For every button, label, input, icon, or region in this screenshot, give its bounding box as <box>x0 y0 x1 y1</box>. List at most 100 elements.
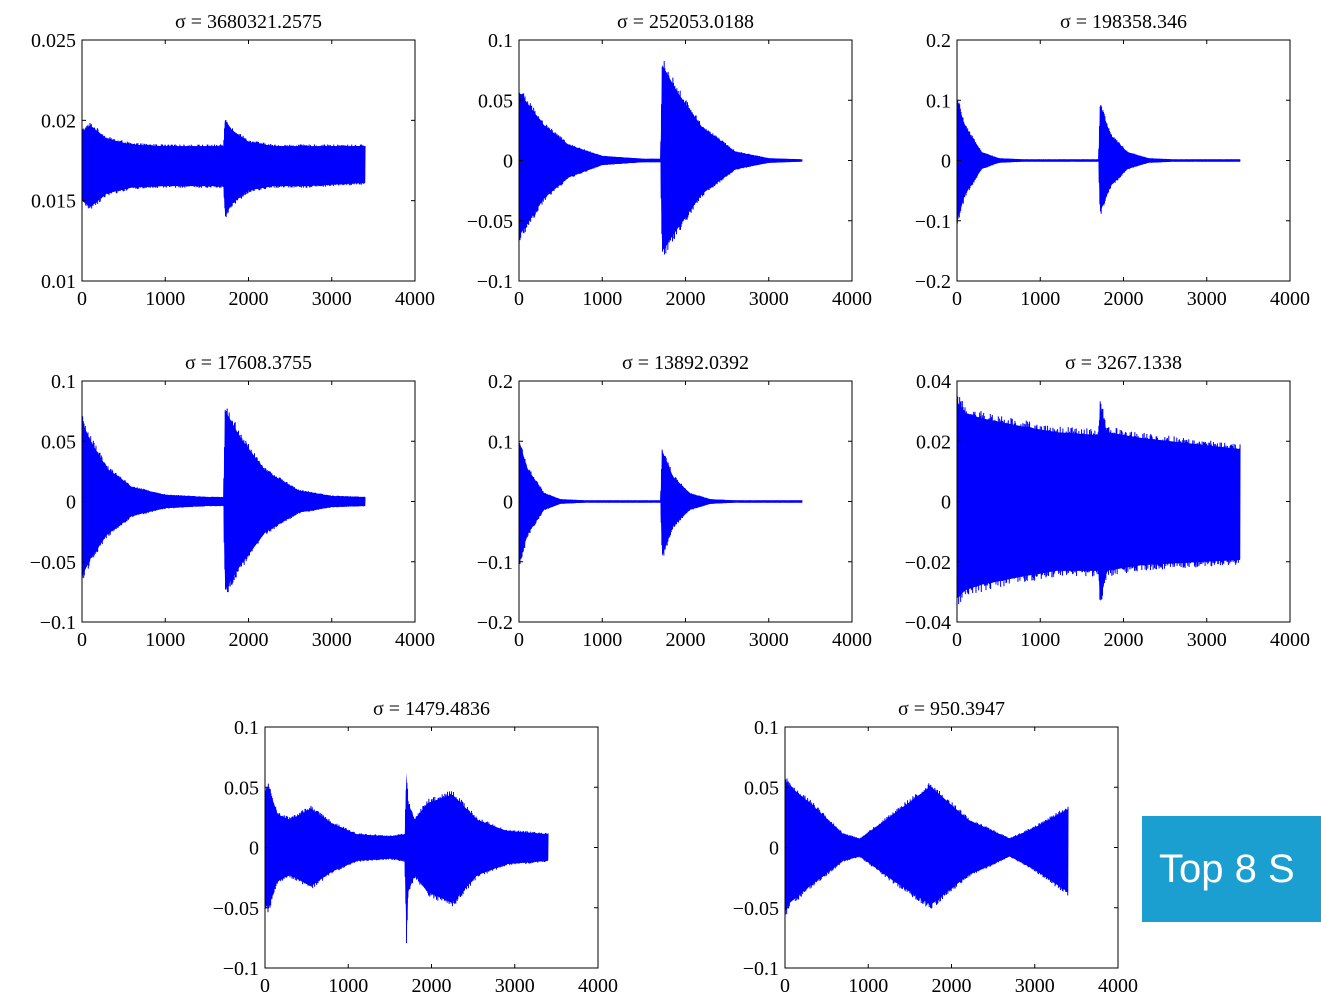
x-tick-label: 4000 <box>395 629 435 651</box>
x-tick-label: 0 <box>780 975 790 995</box>
x-tick-label: 2000 <box>666 629 706 651</box>
y-tick-label: −0.1 <box>915 211 951 233</box>
subplot-title: σ = 17608.3755 <box>185 352 312 374</box>
signal-band-fill <box>82 410 366 591</box>
x-tick-label: 1000 <box>328 975 368 995</box>
y-tick-label: −0.05 <box>733 898 779 920</box>
x-tick-label: 3000 <box>749 629 789 651</box>
subplot-title: σ = 198358.346 <box>1060 11 1187 33</box>
y-tick-label: 0.1 <box>926 90 951 112</box>
y-tick-label: 0.2 <box>926 30 951 52</box>
subplot-6: 0 1000 2000 3000 4000 −0.04 −0.02 0 0.02 0.04 σ = … <box>905 352 1310 651</box>
y-tick-label: −0.04 <box>905 612 951 634</box>
subplot-7: 0 1000 2000 3000 4000 −0.1 −0.05 0 0.05 0.1 σ = 14… <box>213 698 618 995</box>
y-tick-label: 0 <box>941 492 951 514</box>
x-tick-label: 0 <box>77 288 87 310</box>
x-tick-label: 2000 <box>412 975 452 995</box>
subplot-title: σ = 950.3947 <box>898 698 1005 720</box>
subplot-5: 0 1000 2000 3000 4000 −0.2 −0.1 0 0.1 0.2 σ = 1389… <box>477 352 872 651</box>
overlay-caption-badge: Top 8 S <box>1142 816 1321 922</box>
subplot-1: 0 1000 2000 3000 4000 0.01 0.015 0.02 0.025 σ = 3… <box>31 11 435 310</box>
y-tick-label: 0.015 <box>31 191 76 213</box>
y-tick-label: −0.1 <box>223 958 259 980</box>
x-tick-label: 3000 <box>312 629 352 651</box>
subplot-4: 0 1000 2000 3000 4000 −0.1 −0.05 0 0.05 0.1 σ = 17… <box>30 352 435 651</box>
x-tick-label: 2000 <box>666 288 706 310</box>
y-tick-label: 0.1 <box>488 30 513 52</box>
y-tick-label: 0.1 <box>488 431 513 453</box>
y-tick-label: −0.05 <box>213 898 259 920</box>
x-tick-label: 0 <box>514 629 524 651</box>
y-tick-label: 0 <box>503 492 513 514</box>
y-tick-label: −0.1 <box>477 552 513 574</box>
x-tick-label: 3000 <box>749 288 789 310</box>
y-tick-label: −0.2 <box>477 612 513 634</box>
x-tick-label: 1000 <box>145 629 185 651</box>
signal-band-fill <box>957 401 1241 602</box>
subplot-title: σ = 3680321.2575 <box>175 11 322 33</box>
x-tick-label: 4000 <box>832 629 872 651</box>
y-tick-label: −0.1 <box>477 271 513 293</box>
subplot-title: σ = 13892.0392 <box>622 352 749 374</box>
y-tick-label: 0 <box>769 838 779 860</box>
y-tick-label: −0.1 <box>743 958 779 980</box>
y-tick-label: 0.05 <box>478 90 513 112</box>
y-tick-label: −0.2 <box>915 271 951 293</box>
x-tick-label: 0 <box>514 288 524 310</box>
y-tick-label: 0.2 <box>488 371 513 393</box>
x-tick-label: 4000 <box>1270 629 1310 651</box>
y-tick-label: −0.05 <box>467 211 513 233</box>
x-tick-label: 1000 <box>145 288 185 310</box>
y-tick-label: −0.05 <box>30 552 76 574</box>
signal-band-fill <box>82 119 366 216</box>
subplot-3: 0 1000 2000 3000 4000 −0.2 −0.1 0 0.1 0.2 σ = 1983… <box>915 11 1310 310</box>
x-tick-label: 1000 <box>1020 629 1060 651</box>
x-tick-label: 0 <box>260 975 270 995</box>
x-tick-label: 1000 <box>582 288 622 310</box>
x-tick-label: 3000 <box>1187 629 1227 651</box>
y-tick-label: 0.025 <box>31 30 76 52</box>
signal-band-fill <box>519 440 803 566</box>
y-tick-label: −0.1 <box>40 612 76 634</box>
y-tick-label: 0.1 <box>51 371 76 393</box>
x-tick-label: 0 <box>77 629 87 651</box>
y-tick-label: 0.1 <box>754 717 779 739</box>
x-tick-label: 0 <box>952 629 962 651</box>
x-tick-label: 2000 <box>229 288 269 310</box>
y-tick-label: 0.01 <box>41 271 76 293</box>
y-tick-label: 0.05 <box>41 431 76 453</box>
x-tick-label: 4000 <box>832 288 872 310</box>
y-tick-label: −0.02 <box>905 552 951 574</box>
y-tick-label: 0 <box>66 492 76 514</box>
y-tick-label: 0.02 <box>41 110 76 132</box>
x-tick-label: 4000 <box>578 975 618 995</box>
x-tick-label: 4000 <box>1098 975 1138 995</box>
subplot-8: 0 1000 2000 3000 4000 −0.1 −0.05 0 0.05 0.1 σ = 95… <box>733 698 1138 995</box>
signal-band-fill <box>265 772 549 940</box>
x-tick-label: 2000 <box>1104 288 1144 310</box>
subplot-2: 0 1000 2000 3000 4000 −0.1 −0.05 0 0.05 0.1 σ = 25… <box>467 11 872 310</box>
y-tick-label: 0 <box>503 151 513 173</box>
x-tick-label: 1000 <box>582 629 622 651</box>
x-tick-label: 4000 <box>395 288 435 310</box>
x-tick-label: 2000 <box>229 629 269 651</box>
y-tick-label: 0.02 <box>916 431 951 453</box>
subplot-title: σ = 252053.0188 <box>617 11 754 33</box>
subplot-title: σ = 3267.1338 <box>1065 352 1182 374</box>
x-tick-label: 2000 <box>932 975 972 995</box>
y-tick-label: 0.04 <box>916 371 951 393</box>
x-tick-label: 2000 <box>1104 629 1144 651</box>
signal-band-fill <box>957 99 1241 222</box>
x-tick-label: 3000 <box>312 288 352 310</box>
x-tick-label: 0 <box>952 288 962 310</box>
signal-band-fill <box>519 64 803 252</box>
x-tick-label: 3000 <box>1187 288 1227 310</box>
x-tick-label: 1000 <box>848 975 888 995</box>
y-tick-label: 0 <box>941 151 951 173</box>
y-tick-label: 0.05 <box>744 777 779 799</box>
y-tick-label: 0.05 <box>224 777 259 799</box>
subplot-title: σ = 1479.4836 <box>373 698 490 720</box>
signal-band-fill <box>785 780 1069 912</box>
y-tick-label: 0 <box>249 838 259 860</box>
